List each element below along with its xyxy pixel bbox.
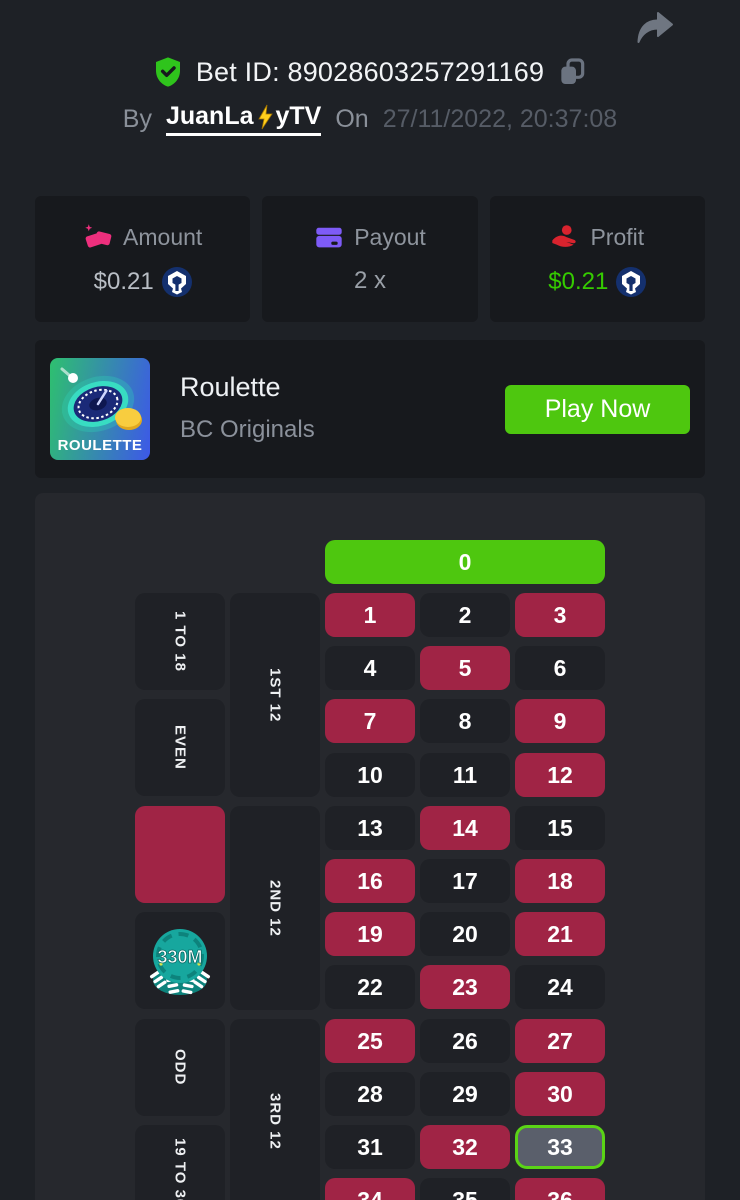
num-cell-22[interactable]: 22 bbox=[325, 965, 415, 1009]
stats-row: Amount $0.21 Payout bbox=[35, 196, 705, 322]
bet-id-value: 89028603257291169 bbox=[287, 56, 545, 87]
num-cell-33[interactable]: 33 bbox=[515, 1125, 605, 1169]
byline: By JuanLa yTV On 27/11/2022, 20:37:08 bbox=[0, 102, 740, 136]
num-cell-1[interactable]: 1 bbox=[325, 593, 415, 637]
num-cell-17[interactable]: 17 bbox=[420, 859, 510, 903]
payout-value: 2 x bbox=[353, 267, 386, 294]
bet-chip: 330M bbox=[150, 928, 210, 995]
num-cell-25[interactable]: 25 bbox=[325, 1019, 415, 1063]
amount-value-row: $0.21 bbox=[94, 267, 192, 297]
lightning-icon bbox=[257, 104, 273, 129]
num-cell-30[interactable]: 30 bbox=[515, 1072, 605, 1116]
thumb-title: ROULETTE bbox=[57, 437, 143, 454]
outer-bet-1-to-18[interactable]: 1 TO 18 bbox=[135, 593, 225, 690]
num-cell-27[interactable]: 27 bbox=[515, 1019, 605, 1063]
num-cell-34[interactable]: 34 bbox=[325, 1178, 415, 1200]
zero-cell[interactable]: 0 bbox=[325, 540, 605, 584]
num-cell-36[interactable]: 36 bbox=[515, 1178, 605, 1200]
num-cell-11[interactable]: 11 bbox=[420, 753, 510, 797]
num-cell-26[interactable]: 26 bbox=[420, 1019, 510, 1063]
num-cell-16[interactable]: 16 bbox=[325, 859, 415, 903]
num-cell-32[interactable]: 32 bbox=[420, 1125, 510, 1169]
amount-card: Amount $0.21 bbox=[35, 196, 251, 322]
copy-icon[interactable] bbox=[556, 55, 588, 89]
svg-text:330M: 330M bbox=[157, 947, 202, 967]
outer-bet-label: ODD bbox=[171, 1049, 189, 1086]
hand-coin-icon bbox=[552, 225, 577, 247]
on-label: On bbox=[335, 104, 369, 133]
num-cell-10[interactable]: 10 bbox=[325, 753, 415, 797]
money-icon bbox=[85, 224, 112, 248]
num-cell-29[interactable]: 29 bbox=[420, 1072, 510, 1116]
outer-bet-red[interactable] bbox=[135, 806, 225, 903]
roulette-wheel-art bbox=[60, 367, 142, 433]
outer-bet-black[interactable]: 330M bbox=[135, 912, 225, 1009]
num-cell-13[interactable]: 13 bbox=[325, 806, 415, 850]
num-cell-15[interactable]: 15 bbox=[515, 806, 605, 850]
play-now-button[interactable]: Play Now bbox=[505, 385, 690, 434]
payout-label: Payout bbox=[354, 223, 426, 250]
username-link[interactable]: JuanLa yTV bbox=[165, 102, 322, 136]
cro-coin-icon bbox=[161, 267, 192, 297]
num-cell-2[interactable]: 2 bbox=[420, 593, 510, 637]
verified-shield-icon bbox=[155, 57, 180, 87]
roulette-board: 0 1 2 3 4 5 6 7 8 9 10 11 12 13 14 15 16 17 18 19 20 21 22 23 24… bbox=[35, 493, 705, 1200]
num-cell-24[interactable]: 24 bbox=[515, 965, 605, 1009]
by-label: By bbox=[122, 104, 152, 133]
num-cell-35[interactable]: 35 bbox=[420, 1178, 510, 1200]
amount-value: $0.21 bbox=[93, 268, 154, 295]
game-provider: BC Originals bbox=[180, 416, 315, 443]
outer-bet-label: EVEN bbox=[171, 725, 189, 770]
num-cell-19[interactable]: 19 bbox=[325, 912, 415, 956]
num-cell-12[interactable]: 12 bbox=[515, 753, 605, 797]
num-cell-6[interactable]: 6 bbox=[515, 646, 605, 690]
num-cell-9[interactable]: 9 bbox=[515, 699, 605, 743]
outer-bet-odd[interactable]: ODD bbox=[135, 1019, 225, 1116]
bet-id-row: Bet ID: 89028603257291169 bbox=[0, 55, 740, 89]
profit-card: Profit $0.21 bbox=[489, 196, 705, 322]
num-cell-28[interactable]: 28 bbox=[325, 1072, 415, 1116]
num-cell-14[interactable]: 14 bbox=[420, 806, 510, 850]
roulette-thumbnail[interactable]: ROULETTE bbox=[50, 358, 150, 460]
outer-bet-19-to-36[interactable]: 19 TO 36 bbox=[135, 1125, 225, 1200]
num-cell-3[interactable]: 3 bbox=[515, 593, 605, 637]
dozen-bet-label: 1ST 12 bbox=[266, 667, 284, 723]
num-cell-4[interactable]: 4 bbox=[325, 646, 415, 690]
payout-value-row: 2 x bbox=[354, 267, 386, 295]
cro-coin-icon bbox=[616, 267, 647, 297]
bet-timestamp: 27/11/2022, 20:37:08 bbox=[382, 104, 618, 133]
num-cell-31[interactable]: 31 bbox=[325, 1125, 415, 1169]
num-cell-23[interactable]: 23 bbox=[420, 965, 510, 1009]
game-card: ROULETTE Roulette BC Originals Play Now bbox=[35, 340, 705, 478]
num-cell-20[interactable]: 20 bbox=[420, 912, 510, 956]
profit-value-row: $0.21 bbox=[548, 267, 647, 297]
profit-label: Profit bbox=[590, 223, 645, 250]
dozen-bet-2[interactable]: 2ND 12 bbox=[230, 806, 320, 1010]
bet-id-text: Bet ID: 89028603257291169 bbox=[195, 56, 545, 87]
card-icon bbox=[316, 227, 342, 248]
outer-bet-label: 19 TO 36 bbox=[171, 1138, 189, 1200]
num-cell-5[interactable]: 5 bbox=[420, 646, 510, 690]
username-suffix: yTV bbox=[275, 102, 322, 130]
num-cell-8[interactable]: 8 bbox=[420, 699, 510, 743]
dozen-bet-3[interactable]: 3RD 12 bbox=[230, 1019, 320, 1200]
dozen-bet-1[interactable]: 1ST 12 bbox=[230, 593, 320, 797]
num-cell-18[interactable]: 18 bbox=[515, 859, 605, 903]
num-cell-7[interactable]: 7 bbox=[325, 699, 415, 743]
num-cell-21[interactable]: 21 bbox=[515, 912, 605, 956]
username-prefix: JuanLa bbox=[165, 102, 254, 130]
share-icon[interactable] bbox=[633, 8, 675, 48]
payout-card: Payout 2 x bbox=[262, 196, 478, 322]
outer-bet-label: 1 TO 18 bbox=[171, 611, 189, 672]
amount-label: Amount bbox=[123, 223, 203, 250]
game-title: Roulette bbox=[180, 372, 281, 402]
dozen-bet-label: 2ND 12 bbox=[266, 879, 284, 937]
dozen-bet-label: 3RD 12 bbox=[266, 1092, 284, 1150]
profit-value: $0.21 bbox=[548, 268, 609, 295]
outer-bet-even[interactable]: EVEN bbox=[135, 699, 225, 796]
